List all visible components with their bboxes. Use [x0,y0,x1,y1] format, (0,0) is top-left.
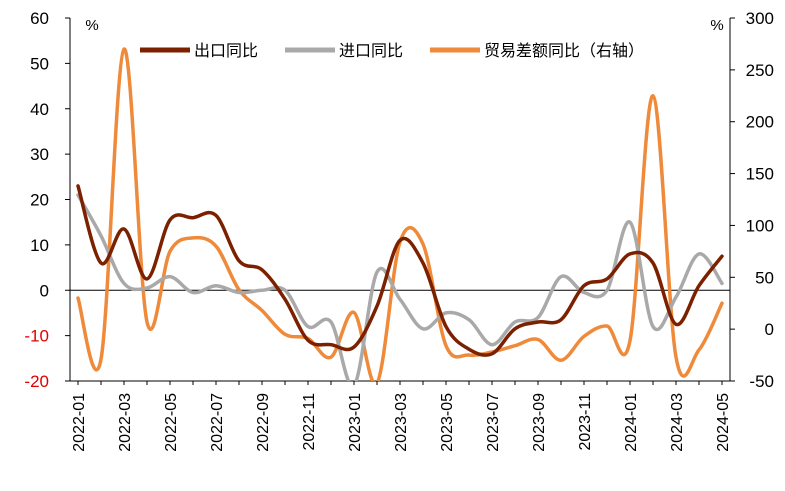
right-tick-label: 250 [746,61,774,80]
right-tick-label: 50 [755,268,774,287]
series-layer [76,47,724,381]
right-axis-ticks: 300 250 200 150 100 50 0 -50 [730,9,774,391]
x-tick-label: 2023-03 [393,393,410,452]
right-tick-label: 200 [746,113,774,132]
left-tick-label: 20 [30,191,49,210]
x-axis-ticks: 2022-01 2022-03 2022-05 2022-07 2022-09 2022-… [71,381,732,452]
x-tick-label: 2022-03 [117,393,134,452]
right-tick-label: 100 [746,216,774,235]
right-tick-label: -50 [749,372,774,391]
left-tick-label: -20 [24,372,49,391]
left-tick-label: 30 [30,145,49,164]
left-unit-label: % [85,17,98,34]
right-unit-label: % [710,17,723,34]
left-tick-label: 40 [30,100,49,119]
x-tick-label: 2022-01 [71,393,88,452]
legend-label-export: 出口同比 [194,41,258,60]
left-tick-label: 10 [30,236,49,255]
x-tick-label: 2022-11 [301,393,318,451]
x-tick-label: 2023-01 [347,393,364,452]
legend-item-import: 进口同比 [285,41,403,60]
left-tick-label: 60 [30,9,49,28]
x-tick-label: 2023-09 [531,393,548,452]
x-tick-label: 2023-11 [577,393,594,451]
right-tick-label: 150 [746,165,774,184]
x-tick-label: 2022-09 [255,393,272,452]
x-tick-label: 2024-03 [669,393,686,452]
right-tick-label: 0 [765,320,774,339]
legend-label-trade-balance: 贸易差额同比（右轴） [484,41,644,60]
left-tick-label: 0 [40,281,49,300]
x-tick-label: 2022-07 [209,393,226,452]
x-tick-label: 2023-07 [485,393,502,452]
legend-label-import: 进口同比 [339,41,403,60]
legend-item-export: 出口同比 [140,41,258,60]
legend: 出口同比 进口同比 贸易差额同比（右轴） [140,41,644,60]
left-axis-ticks: 60 50 40 30 20 10 0 -10 -20 [24,9,70,391]
x-tick-label: 2024-05 [715,393,732,452]
series-line-export [76,184,724,357]
legend-item-trade-balance: 贸易差额同比（右轴） [430,41,644,60]
series-line-trade-balance [76,47,724,381]
series-line-import [76,193,724,381]
x-tick-label: 2024-01 [623,393,640,452]
left-tick-label: 50 [30,54,49,73]
x-tick-label: 2022-05 [163,393,180,452]
right-tick-label: 300 [746,9,774,28]
left-tick-label: -10 [24,327,49,346]
x-tick-label: 2023-05 [439,393,456,452]
